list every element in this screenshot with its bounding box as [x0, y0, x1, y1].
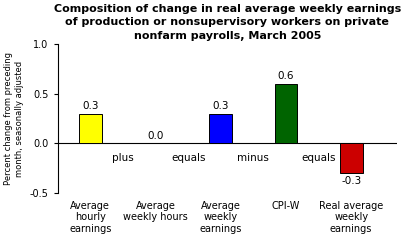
Title: Composition of change in real average weekly earnings
of production or nonsuperv: Composition of change in real average we…	[54, 4, 401, 40]
Bar	[79, 114, 102, 143]
Y-axis label: Percent change from preceding
month, seasonally adjusted: Percent change from preceding month, sea…	[4, 52, 24, 185]
Text: 0.0: 0.0	[147, 131, 164, 141]
Bar	[275, 84, 298, 143]
Text: -0.3: -0.3	[341, 176, 361, 186]
Text: minus: minus	[237, 153, 269, 163]
Bar	[209, 114, 232, 143]
Text: 0.3: 0.3	[213, 101, 229, 111]
Text: equals: equals	[171, 153, 205, 163]
Text: plus: plus	[112, 153, 134, 163]
Bar	[340, 143, 363, 173]
Text: equals: equals	[301, 153, 336, 163]
Text: 0.3: 0.3	[82, 101, 99, 111]
Text: 0.6: 0.6	[278, 71, 294, 81]
